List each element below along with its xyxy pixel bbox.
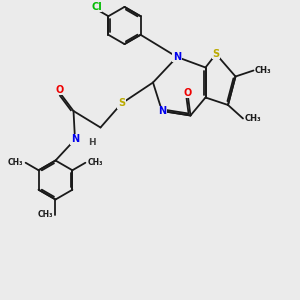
Text: CH₃: CH₃ (244, 114, 261, 123)
Text: CH₃: CH₃ (38, 210, 53, 219)
Text: S: S (212, 49, 220, 59)
Text: S: S (118, 98, 125, 109)
Text: N: N (158, 106, 166, 116)
Text: N: N (71, 134, 79, 145)
Text: N: N (71, 134, 79, 145)
Text: O: O (183, 88, 192, 98)
Text: CH₃: CH₃ (88, 158, 103, 167)
Text: CH₃: CH₃ (8, 158, 23, 167)
Text: H: H (88, 138, 96, 147)
Text: Cl: Cl (91, 2, 102, 12)
Text: O: O (56, 85, 64, 95)
Text: CH₃: CH₃ (255, 66, 272, 75)
Text: N: N (173, 52, 181, 62)
Text: N: N (173, 52, 181, 62)
